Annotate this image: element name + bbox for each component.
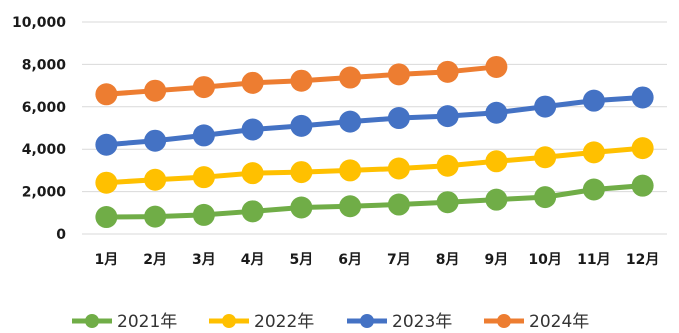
data-point bbox=[339, 195, 362, 218]
y-tick-label: 0 bbox=[56, 227, 66, 243]
data-point bbox=[144, 129, 167, 152]
legend-label: 2021年 bbox=[117, 312, 177, 332]
series-2 bbox=[95, 137, 654, 194]
series-4 bbox=[95, 55, 508, 106]
data-point bbox=[192, 166, 215, 189]
y-tick-label: 2,000 bbox=[22, 185, 67, 201]
data-point bbox=[534, 95, 557, 118]
data-point bbox=[144, 205, 167, 228]
data-point bbox=[485, 188, 508, 211]
y-tick-label: 8,000 bbox=[22, 57, 67, 73]
data-point bbox=[144, 79, 167, 102]
data-point bbox=[631, 86, 654, 109]
data-point bbox=[192, 203, 215, 226]
legend: 2021年 2022年 2023年 2024年 bbox=[72, 312, 589, 332]
legend-entry: 2022年 bbox=[209, 312, 314, 332]
x-tick-label: 4月 bbox=[241, 252, 265, 268]
data-point bbox=[95, 83, 118, 106]
series-line bbox=[103, 145, 646, 186]
y-axis-tick-labels: 0 2,000 4,000 6,000 8,000 10,000 bbox=[12, 15, 66, 243]
series-1 bbox=[95, 174, 654, 229]
data-point bbox=[290, 114, 313, 137]
data-point bbox=[339, 66, 362, 89]
x-tick-label: 12月 bbox=[626, 252, 659, 268]
x-tick-label: 9月 bbox=[485, 252, 509, 268]
data-point bbox=[436, 191, 459, 214]
data-point bbox=[534, 186, 557, 209]
x-axis-tick-labels: 1月 2月 3月 4月 5月 6月 7月 8月 9月 10月 11月 12月 bbox=[95, 252, 660, 268]
y-tick-label: 6,000 bbox=[22, 100, 67, 116]
data-point bbox=[387, 157, 410, 180]
legend-swatch-marker bbox=[222, 314, 236, 328]
data-point bbox=[387, 193, 410, 216]
data-point bbox=[290, 196, 313, 219]
legend-label: 2022年 bbox=[254, 312, 314, 332]
data-point bbox=[485, 101, 508, 124]
x-tick-label: 11月 bbox=[577, 252, 610, 268]
data-point bbox=[436, 105, 459, 128]
data-point bbox=[241, 71, 264, 94]
data-point bbox=[485, 55, 508, 78]
data-point bbox=[192, 124, 215, 147]
data-point bbox=[485, 150, 508, 173]
data-point bbox=[387, 107, 410, 130]
data-point bbox=[387, 63, 410, 86]
legend-swatch-marker bbox=[497, 314, 511, 328]
legend-entry: 2024年 bbox=[484, 312, 589, 332]
legend-label: 2023年 bbox=[392, 312, 452, 332]
data-point bbox=[436, 154, 459, 177]
data-point bbox=[241, 162, 264, 185]
data-point bbox=[631, 137, 654, 160]
legend-entry: 2021年 bbox=[72, 312, 177, 332]
series-line bbox=[103, 183, 646, 220]
series-lines bbox=[95, 55, 654, 229]
data-point bbox=[95, 206, 118, 229]
series-line bbox=[103, 94, 646, 148]
data-point bbox=[241, 118, 264, 141]
data-point bbox=[192, 76, 215, 99]
x-tick-label: 7月 bbox=[387, 252, 411, 268]
data-point bbox=[582, 141, 605, 164]
x-tick-label: 6月 bbox=[338, 252, 362, 268]
grid-lines bbox=[82, 21, 667, 235]
y-tick-label: 10,000 bbox=[12, 15, 66, 31]
x-tick-label: 2月 bbox=[143, 252, 167, 268]
data-point bbox=[339, 110, 362, 133]
data-point bbox=[290, 161, 313, 184]
data-point bbox=[582, 89, 605, 112]
data-point bbox=[95, 171, 118, 194]
legend-swatch-marker bbox=[85, 314, 99, 328]
x-tick-label: 5月 bbox=[290, 252, 314, 268]
data-point bbox=[95, 133, 118, 156]
x-tick-label: 1月 bbox=[95, 252, 119, 268]
data-point bbox=[339, 159, 362, 182]
data-point bbox=[631, 174, 654, 197]
data-point bbox=[436, 60, 459, 83]
data-point bbox=[290, 69, 313, 92]
y-tick-label: 4,000 bbox=[22, 142, 67, 158]
x-tick-label: 3月 bbox=[192, 252, 216, 268]
x-tick-label: 8月 bbox=[436, 252, 460, 268]
data-point bbox=[144, 168, 167, 191]
data-point bbox=[582, 178, 605, 201]
legend-entry: 2023年 bbox=[347, 312, 452, 332]
x-tick-label: 10月 bbox=[528, 252, 561, 268]
data-point bbox=[241, 200, 264, 223]
data-point bbox=[534, 146, 557, 169]
series-3 bbox=[95, 86, 654, 156]
legend-swatch-marker bbox=[360, 314, 374, 328]
legend-label: 2024年 bbox=[529, 312, 589, 332]
